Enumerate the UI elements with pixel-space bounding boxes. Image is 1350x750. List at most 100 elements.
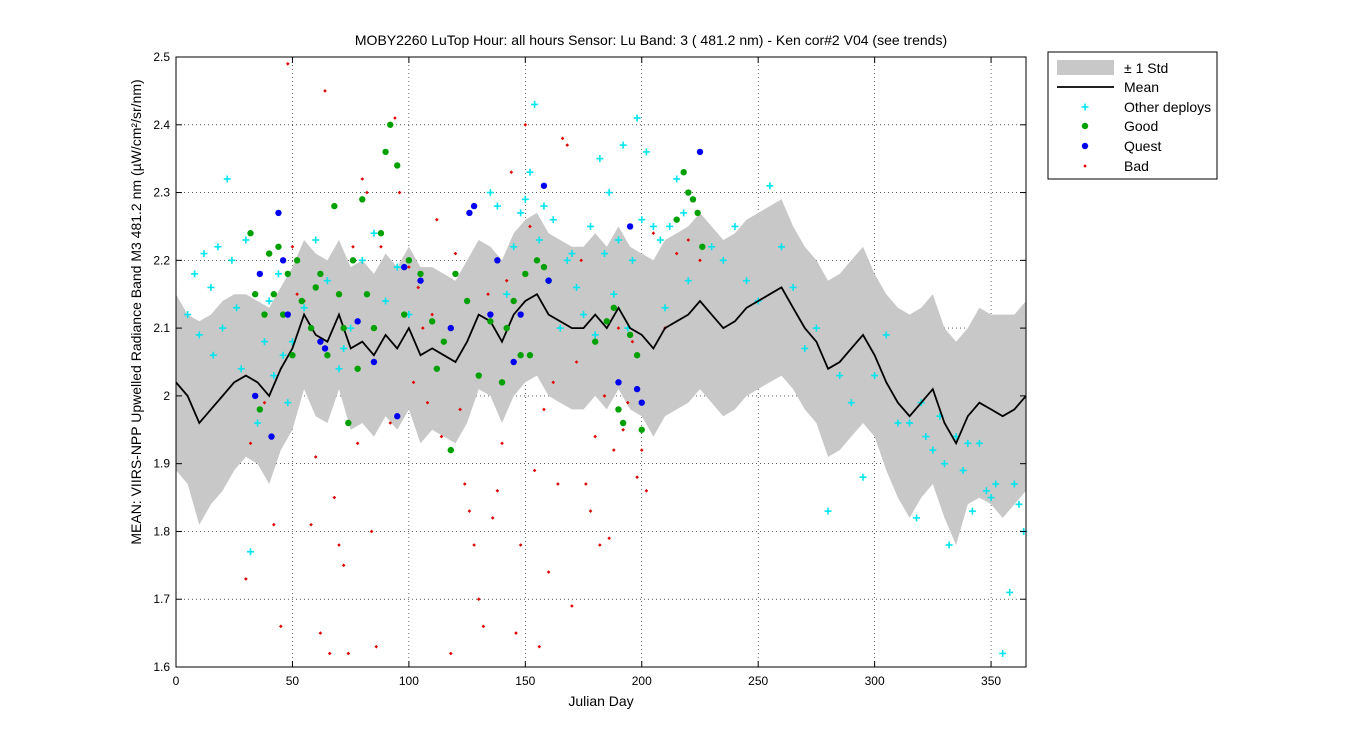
bad-point	[397, 190, 402, 195]
quest-point	[696, 148, 704, 156]
legend-good-swatch	[1081, 122, 1089, 130]
good-point	[533, 257, 541, 264]
other-deploys-point	[824, 507, 832, 515]
good-point	[307, 324, 315, 332]
good-point	[498, 379, 506, 386]
other-deploys-point	[929, 446, 937, 454]
bad-point	[570, 604, 574, 608]
x-tick-label: 250	[748, 674, 768, 688]
other-deploys-point	[382, 297, 390, 305]
good-point	[694, 209, 701, 217]
other-deploys-point	[731, 222, 739, 230]
good-point	[324, 352, 331, 359]
other-deploys-point	[573, 283, 581, 291]
y-tick-label: 2.4	[153, 118, 170, 132]
good-point	[591, 338, 599, 345]
other-deploys-point	[673, 175, 681, 183]
quest-points-layer	[251, 148, 704, 440]
other-deploys-point	[323, 277, 331, 285]
good-point	[251, 291, 259, 298]
quest-point	[279, 257, 287, 264]
other-deploys-point	[393, 263, 401, 271]
good-point	[298, 297, 305, 305]
good-point	[638, 426, 645, 433]
other-deploys-point	[358, 256, 366, 264]
bad-point	[674, 251, 679, 256]
quest-point	[615, 379, 622, 386]
other-deploys-point	[982, 487, 990, 495]
bad-point	[462, 482, 467, 486]
legend-quest-label: Quest	[1124, 138, 1161, 154]
bad-point	[644, 488, 649, 493]
good-point	[619, 419, 627, 427]
good-point	[270, 291, 278, 298]
legend-mean-item: Mean	[1057, 79, 1159, 95]
legend-other-deploys-label: Other deploys	[1124, 99, 1211, 115]
bad-point	[244, 577, 248, 581]
bad-point	[346, 651, 351, 656]
legend-good-item: Good	[1081, 118, 1158, 134]
other-deploys-point	[913, 514, 921, 522]
other-deploys-point	[987, 494, 995, 502]
other-deploys-point	[580, 311, 588, 319]
other-deploys-point	[642, 148, 650, 156]
other-deploys-point	[847, 399, 855, 407]
good-point	[340, 324, 347, 332]
other-deploys-point	[568, 250, 576, 258]
quest-point	[470, 202, 478, 210]
good-point	[261, 311, 268, 318]
other-deploys-point	[242, 236, 250, 244]
other-deploys-point	[684, 277, 692, 285]
quest-point	[251, 392, 259, 400]
good-point	[685, 189, 692, 196]
quest-point	[517, 311, 524, 318]
bad-point	[495, 488, 500, 493]
bad-point	[365, 190, 369, 195]
other-deploys-point	[265, 297, 273, 305]
bad-point	[341, 563, 346, 568]
mean-line	[175, 286, 1027, 446]
other-deploys-point	[274, 270, 282, 278]
bad-point	[453, 251, 458, 256]
other-deploys-point	[1006, 588, 1014, 596]
bad-point	[439, 434, 444, 439]
bad-point	[332, 495, 337, 500]
x-tick-label: 300	[865, 674, 885, 688]
good-point	[699, 243, 706, 250]
bad-point	[467, 509, 472, 513]
quest-point	[633, 385, 641, 393]
other-deploys-point	[1010, 480, 1018, 488]
quest-point	[401, 263, 408, 271]
other-deploys-point	[540, 202, 548, 210]
bad-point	[355, 441, 360, 446]
quest-point	[487, 311, 494, 318]
other-deploys-point	[214, 243, 222, 251]
other-deploys-point	[347, 324, 355, 332]
legend-quest-item: Quest	[1081, 138, 1161, 154]
other-deploys-point	[209, 351, 217, 359]
legend-other-swatch	[1081, 103, 1089, 111]
legend-bad-label: Bad	[1124, 158, 1149, 174]
other-deploys-point	[535, 236, 543, 244]
bad-point	[481, 624, 486, 629]
good-point	[626, 331, 634, 339]
legend-good-label: Good	[1124, 118, 1158, 134]
good-point	[247, 230, 254, 237]
good-point	[279, 311, 287, 318]
other-deploys-point	[233, 304, 241, 312]
other-deploys-point	[708, 243, 716, 251]
bad-point	[411, 380, 416, 385]
good-point	[363, 291, 371, 298]
bad-point	[500, 441, 504, 446]
good-point	[603, 318, 611, 325]
good-point	[510, 297, 517, 305]
bad-point	[532, 468, 537, 473]
other-deploys-point	[284, 399, 292, 407]
bad-point	[504, 278, 509, 283]
quest-point	[256, 270, 264, 278]
bad-point	[393, 116, 397, 120]
bad-point	[565, 143, 570, 147]
good-point	[428, 318, 436, 325]
good-point	[335, 291, 343, 298]
